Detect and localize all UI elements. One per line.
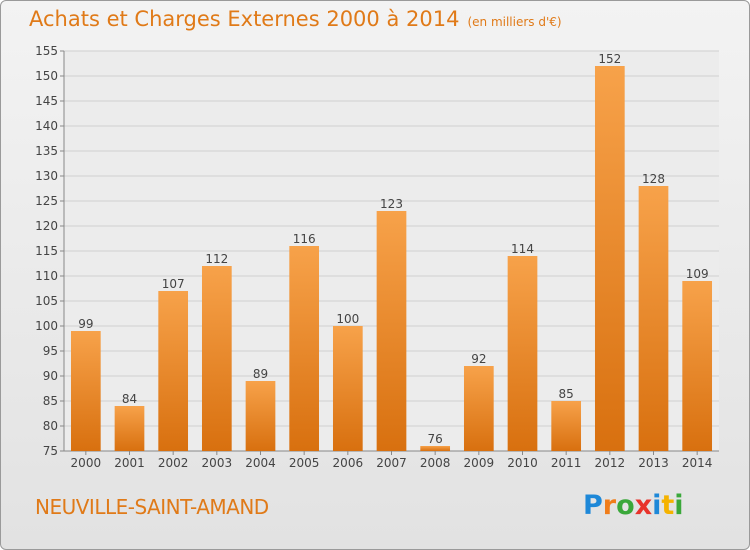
y-tick-label: 105 (35, 294, 58, 308)
bar-value-label: 85 (559, 387, 574, 401)
x-tick-label: 2003 (202, 456, 233, 470)
x-tick-label: 2014 (682, 456, 713, 470)
y-tick-label: 100 (35, 319, 58, 333)
y-tick-label: 155 (35, 44, 58, 58)
y-tick-label: 145 (35, 94, 58, 108)
y-tick-label: 85 (43, 394, 58, 408)
y-tick-label: 150 (35, 69, 58, 83)
bar-value-label: 76 (428, 432, 443, 446)
logo-letter: i (652, 490, 662, 521)
x-tick-label: 2010 (507, 456, 538, 470)
bar-value-label: 123 (380, 197, 403, 211)
x-tick-label: 2009 (464, 456, 495, 470)
bar (551, 401, 582, 451)
bar-value-label: 109 (686, 267, 709, 281)
bar (332, 326, 363, 451)
y-tick-label: 130 (35, 169, 58, 183)
y-tick-label: 90 (43, 369, 58, 383)
bar (245, 381, 276, 451)
y-tick-label: 120 (35, 219, 58, 233)
x-tick-label: 2007 (376, 456, 407, 470)
y-tick-label: 95 (43, 344, 58, 358)
bar-value-label: 128 (642, 172, 665, 186)
x-tick-label: 2004 (245, 456, 276, 470)
y-tick-label: 110 (35, 269, 58, 283)
y-tick-label: 80 (43, 419, 58, 433)
bar (463, 366, 494, 451)
logo-letter: t (661, 490, 675, 521)
x-tick-label: 2008 (420, 456, 451, 470)
x-tick-label: 2005 (289, 456, 320, 470)
logo-letter: P (583, 490, 603, 521)
bar (289, 246, 320, 451)
bar (682, 281, 713, 451)
x-tick-label: 2012 (595, 456, 626, 470)
chart-subtitle: (en milliers d'€) (467, 15, 562, 29)
bar-value-label: 99 (78, 317, 93, 331)
bar-value-label: 114 (511, 242, 534, 256)
bar (507, 256, 538, 451)
chart-title-text: Achats et Charges Externes 2000 à 2014 (29, 7, 460, 31)
bar (70, 331, 101, 451)
chart-title: Achats et Charges Externes 2000 à 2014 (e… (29, 7, 562, 31)
y-tick-label: 115 (35, 244, 58, 258)
proxiti-logo: Proxiti (583, 490, 684, 521)
bar (420, 446, 451, 451)
x-tick-label: 2002 (158, 456, 189, 470)
x-tick-label: 2001 (114, 456, 145, 470)
logo-letter: x (634, 490, 653, 521)
logo-letter: o (616, 490, 635, 521)
bar-value-label: 112 (205, 252, 228, 266)
y-tick-label: 140 (35, 119, 58, 133)
x-tick-label: 2013 (638, 456, 669, 470)
bar (594, 66, 625, 451)
bar-value-label: 116 (293, 232, 316, 246)
bar-value-label: 92 (471, 352, 486, 366)
x-tick-label: 2011 (551, 456, 582, 470)
bar-value-label: 100 (336, 312, 359, 326)
x-tick-label: 2000 (71, 456, 102, 470)
bar (638, 186, 669, 451)
y-tick-label: 75 (43, 444, 58, 458)
bar-value-label: 152 (598, 52, 621, 66)
y-tick-label: 135 (35, 144, 58, 158)
bar (201, 266, 232, 451)
bar (376, 211, 407, 451)
city-name: NEUVILLE-SAINT-AMAND (35, 495, 269, 519)
bar-value-label: 107 (162, 277, 185, 291)
bar-value-label: 89 (253, 367, 268, 381)
logo-letter: r (602, 490, 617, 521)
y-tick-label: 125 (35, 194, 58, 208)
logo-letter: i (674, 490, 684, 521)
bar-value-label: 84 (122, 392, 137, 406)
x-tick-label: 2006 (333, 456, 364, 470)
bar (158, 291, 189, 451)
bar (114, 406, 145, 451)
